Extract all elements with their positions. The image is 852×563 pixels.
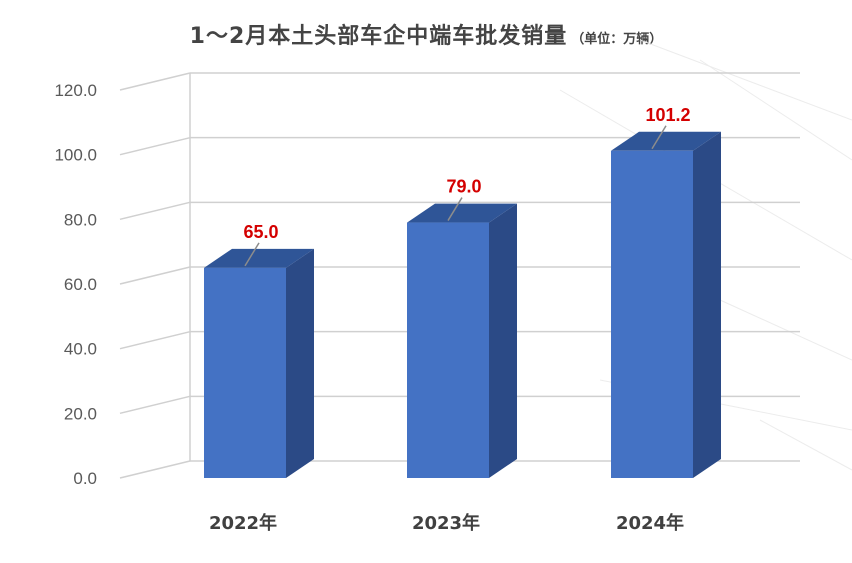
bar-side	[286, 248, 314, 478]
bar-top	[611, 131, 721, 151]
x-tick-label: 2022年	[209, 512, 277, 534]
bar	[204, 267, 286, 478]
data-label-leader	[651, 125, 667, 150]
x-tick-label: 2023年	[412, 512, 480, 534]
y-tick-label: 60.0	[64, 275, 97, 294]
data-label-leader	[244, 242, 260, 267]
x-tick-label: 2024年	[616, 512, 684, 534]
bar	[407, 222, 489, 478]
chart-title: 1～2月本土头部车企中端车批发销量	[189, 24, 568, 49]
bar-top	[407, 203, 517, 223]
gridline-depth	[119, 136, 191, 156]
unit-note: （单位：万辆）	[571, 32, 663, 47]
bar-top	[204, 248, 314, 268]
data-label-leader	[447, 197, 463, 221]
data-label: 79.0	[446, 177, 481, 197]
data-label: 65.0	[243, 222, 278, 242]
y-tick-label: 100.0	[54, 146, 97, 165]
gridline-depth	[119, 330, 191, 350]
gridline-depth	[119, 72, 191, 91]
gridline-depth	[119, 395, 191, 415]
gridline-depth	[119, 460, 191, 479]
bar-side	[693, 131, 721, 478]
background-line-0	[639, 39, 852, 121]
y-tick-label: 40.0	[64, 340, 97, 359]
background-line-1	[699, 59, 852, 161]
background-line-4	[759, 419, 852, 471]
gridline-depth	[119, 201, 191, 221]
background-line-3	[719, 299, 852, 361]
gridline-depth	[119, 266, 191, 285]
y-tick-label: 120.0	[54, 81, 97, 100]
bar	[611, 150, 693, 478]
chart-title-wrap: 1～2月本土头部车企中端车批发销量 （单位：万辆）	[0, 18, 852, 50]
y-tick-label: 80.0	[64, 210, 97, 229]
y-tick-label: 0.0	[73, 469, 97, 488]
bar-side	[489, 203, 517, 479]
data-label: 101.2	[645, 105, 690, 125]
y-tick-label: 20.0	[64, 404, 97, 423]
